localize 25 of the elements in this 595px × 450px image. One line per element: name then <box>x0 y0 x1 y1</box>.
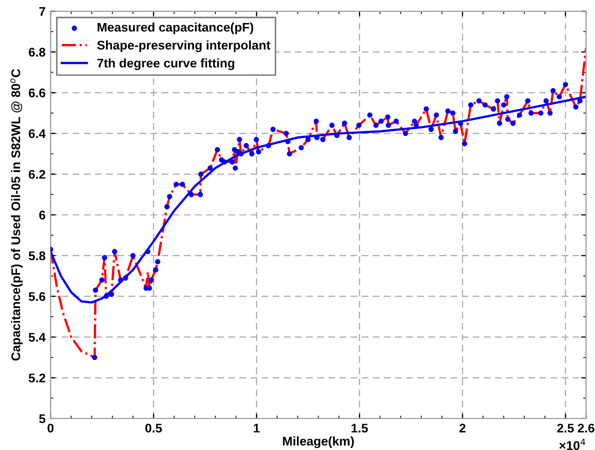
y-tick-label: 5.4 <box>28 332 46 342</box>
x-tick-label: 0 <box>48 424 54 433</box>
line-series <box>50 96 586 304</box>
x-tick-label: 1.5 <box>352 424 368 433</box>
y-tick-label: 5.2 <box>28 374 46 382</box>
y-tick-label: 7 <box>39 7 46 16</box>
y-tick-label: 6 <box>39 210 46 220</box>
x-tick-label: 2.5 <box>557 424 574 433</box>
y-tick-label: 5 <box>39 414 46 424</box>
y-axis-title: Capacitance(pF) of Used Oil-05 in S82WL @ 80$^{o}$C <box>10 69 23 361</box>
text: ×10$^{4}$ <box>559 438 586 450</box>
x-axis-title: Mileage(km) <box>283 436 354 448</box>
legend-label: Shape-preserving interpolant <box>97 40 270 52</box>
y-tick-label: 6.2 <box>28 170 46 179</box>
y-tick-label: 6.6 <box>28 88 46 98</box>
y-tick-label: 5.6 <box>28 292 46 301</box>
x-tick-label: 1 <box>254 424 260 432</box>
legend-label: 7th degree curve fitting <box>97 58 234 70</box>
legend-label: Measured capacitance(pF) <box>98 22 254 34</box>
x-tick-label: 0.5 <box>145 424 162 433</box>
x-tick-label: 2.6 <box>578 424 594 433</box>
y-tick-label: 5.8 <box>28 251 46 260</box>
y-tick-label: 6.4 <box>28 129 46 138</box>
y-tick-label: 6.8 <box>28 48 46 57</box>
x-tick-label: 2 <box>459 424 466 432</box>
